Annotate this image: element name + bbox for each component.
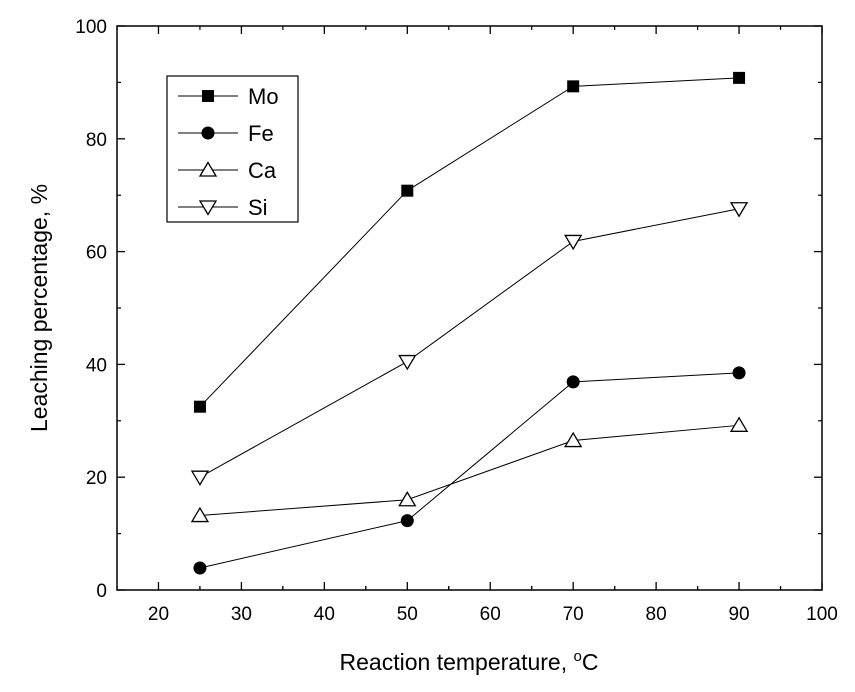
x-axis-unit-superscript: o bbox=[573, 648, 581, 665]
data-point-mo bbox=[193, 400, 206, 413]
series-line-mo bbox=[199, 77, 740, 408]
series-line-ca bbox=[199, 424, 740, 517]
x-axis-title: Reaction temperature, oC bbox=[340, 648, 599, 675]
legend-label-ca: Ca bbox=[248, 158, 277, 183]
series-line-fe bbox=[199, 372, 740, 569]
x-tick-label: 30 bbox=[231, 604, 252, 625]
data-point-mo bbox=[401, 184, 414, 197]
legend-box bbox=[166, 75, 299, 223]
data-point-ca bbox=[564, 431, 583, 448]
x-tick-label: 80 bbox=[646, 604, 667, 625]
x-tick-label: 70 bbox=[563, 604, 584, 625]
legend-marker-fe bbox=[201, 126, 215, 140]
data-point-ca bbox=[190, 506, 210, 523]
legend-label-mo: Mo bbox=[248, 84, 279, 109]
data-point-fe bbox=[732, 366, 746, 380]
data-point-fe bbox=[400, 514, 414, 528]
legend-label-fe: Fe bbox=[248, 121, 274, 146]
data-point-si bbox=[564, 234, 583, 251]
data-point-si bbox=[190, 470, 210, 486]
y-tick-label: 40 bbox=[86, 355, 107, 376]
data-point-fe bbox=[193, 561, 207, 575]
legend-marker-ca bbox=[198, 161, 218, 177]
legend-marker-mo bbox=[202, 90, 214, 102]
x-tick-label: 20 bbox=[148, 604, 169, 625]
y-axis-title: Leaching percentage, % bbox=[26, 184, 52, 432]
y-tick-label: 80 bbox=[86, 130, 107, 151]
x-tick-label: 100 bbox=[806, 604, 838, 625]
legend-marker-si bbox=[198, 200, 218, 216]
series-markers bbox=[190, 71, 749, 575]
y-tick-label: 20 bbox=[86, 468, 107, 489]
axis-ticks: 20 30 40 50 60 70 80 90 100 0 20 40 60 80 100 bbox=[75, 17, 838, 625]
y-tick-label: 60 bbox=[86, 243, 107, 264]
data-point-mo bbox=[733, 71, 746, 84]
x-tick-label: 90 bbox=[728, 604, 749, 625]
data-point-ca bbox=[398, 490, 417, 507]
data-point-si bbox=[729, 202, 749, 218]
x-axis-unit: C bbox=[582, 649, 599, 675]
data-point-ca bbox=[729, 416, 749, 432]
data-point-fe bbox=[566, 375, 580, 389]
x-tick-label: 60 bbox=[480, 604, 501, 625]
legend: Mo Fe Ca Si bbox=[178, 84, 279, 220]
y-tick-label: 0 bbox=[96, 581, 107, 602]
data-point-si bbox=[398, 354, 417, 371]
plot-frame bbox=[116, 25, 823, 591]
y-tick-label: 100 bbox=[75, 17, 107, 38]
series-lines bbox=[199, 77, 740, 569]
data-point-mo bbox=[567, 80, 580, 93]
legend-label-si: Si bbox=[248, 195, 268, 220]
x-tick-label: 40 bbox=[314, 604, 335, 625]
series-line-si bbox=[199, 208, 740, 478]
x-tick-label: 50 bbox=[397, 604, 418, 625]
